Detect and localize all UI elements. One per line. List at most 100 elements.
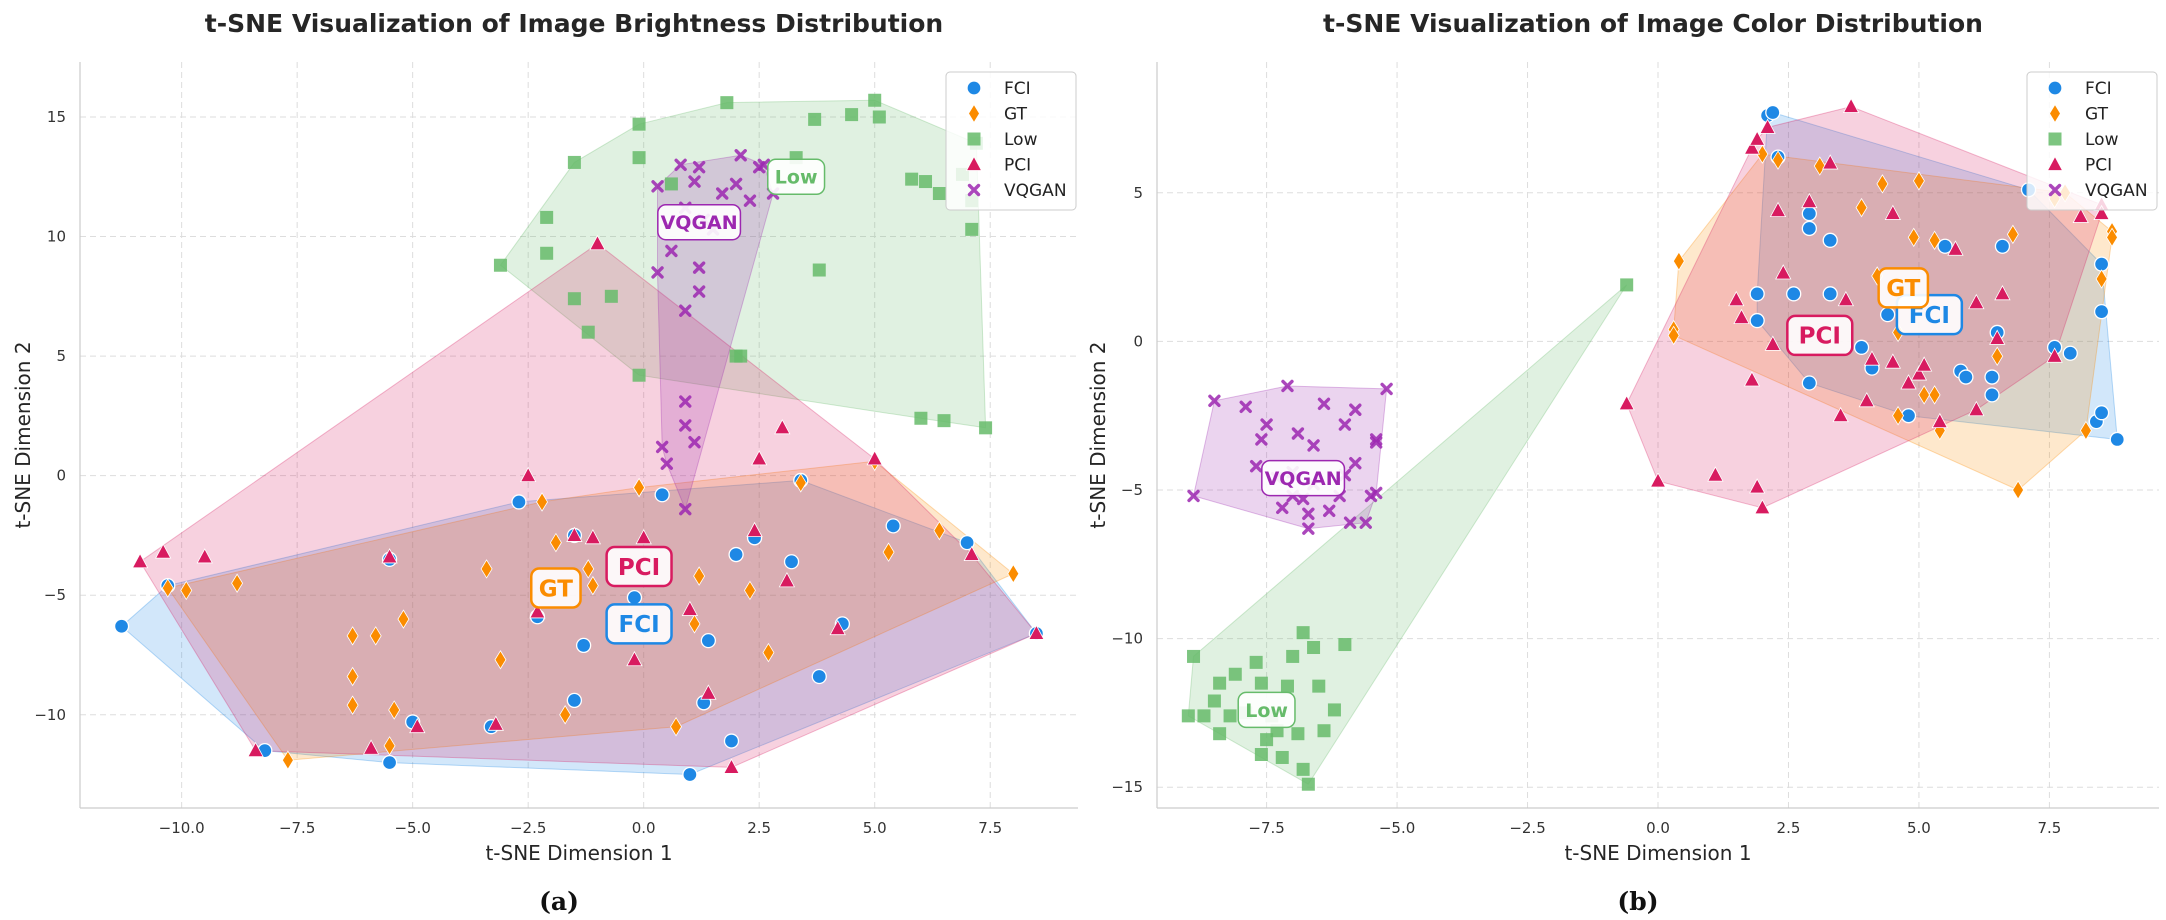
point-pci bbox=[154, 543, 172, 559]
point-pci bbox=[1743, 139, 1761, 155]
point-pci bbox=[247, 741, 264, 758]
cluster-label-fci: FCI bbox=[605, 603, 673, 645]
point-gt bbox=[1855, 197, 1868, 218]
legend-label: Low bbox=[2085, 130, 2119, 150]
point-vqgan bbox=[743, 194, 757, 207]
point-low bbox=[1296, 626, 1310, 640]
y-tick-label: −5 bbox=[1121, 481, 1143, 499]
y-tick-label: −10 bbox=[1111, 630, 1143, 648]
x-tick-label: 2.5 bbox=[1777, 819, 1801, 837]
point-gt bbox=[231, 573, 244, 594]
point-low bbox=[1338, 638, 1352, 652]
point-gt bbox=[1928, 385, 1941, 405]
point-vqgan bbox=[734, 149, 747, 162]
point-gt bbox=[161, 578, 174, 598]
x-tick-label: −10.0 bbox=[159, 819, 205, 837]
chart-a: FCI GT Low PCI VQGAN −10.0 −7.5 −5.0 −2.5 0.0 2.5 5… bbox=[11, 9, 1078, 916]
point-pci bbox=[1759, 118, 1776, 134]
point-vqgan bbox=[660, 457, 673, 470]
legend-item-pci: PCI bbox=[2046, 156, 2112, 176]
point-fci bbox=[381, 754, 398, 771]
point-vqgan bbox=[1323, 504, 1336, 517]
point-gt bbox=[1912, 171, 1925, 191]
legend-item-vqgan: VQGAN bbox=[2048, 181, 2148, 201]
point-low bbox=[581, 325, 595, 339]
point-pci bbox=[1649, 472, 1667, 488]
point-pci bbox=[409, 717, 426, 734]
point-low bbox=[1207, 694, 1221, 708]
point-low bbox=[1275, 750, 1289, 764]
point-low bbox=[632, 117, 646, 131]
legend-marker bbox=[2048, 183, 2062, 197]
x-axis-label: t-SNE Dimension 1 bbox=[1564, 841, 1751, 865]
cluster-label-box bbox=[1261, 459, 1346, 497]
cluster-label-box bbox=[1786, 314, 1854, 357]
legend: FCI GT Low PCI VQGAN bbox=[2026, 71, 2158, 211]
point-gt bbox=[1756, 144, 1769, 164]
point-pci bbox=[635, 528, 652, 545]
cluster-label-pci: PCI bbox=[605, 545, 673, 588]
point-gt bbox=[2012, 480, 2025, 500]
point-gt bbox=[559, 704, 572, 725]
cluster-label-low: Low bbox=[1237, 691, 1296, 729]
legend-item-fci: FCI bbox=[2047, 79, 2112, 99]
point-gt bbox=[1918, 385, 1931, 405]
point-pci bbox=[681, 600, 699, 616]
point-vqgan bbox=[651, 266, 664, 279]
y-tick-label: 5 bbox=[1133, 184, 1143, 202]
y-axis-label: t-SNE Dimension 2 bbox=[1086, 341, 1110, 528]
point-low bbox=[905, 172, 919, 186]
x-tick-label: −7.5 bbox=[1248, 819, 1284, 837]
legend-item-low: Low bbox=[967, 130, 1038, 150]
point-vqgan bbox=[757, 158, 771, 172]
point-gt bbox=[1007, 563, 1020, 584]
point-pci bbox=[1915, 356, 1933, 372]
point-vqgan bbox=[679, 395, 692, 408]
point-gt bbox=[670, 716, 682, 737]
point-low bbox=[845, 108, 859, 122]
point-low bbox=[493, 258, 507, 272]
point-vqgan bbox=[1369, 486, 1383, 500]
point-vqgan bbox=[1302, 507, 1315, 520]
point-pci bbox=[1754, 498, 1771, 515]
point-pci bbox=[487, 715, 505, 731]
cluster-hulls bbox=[1187, 106, 2118, 785]
point-vqgan bbox=[692, 161, 706, 174]
point-fci bbox=[1984, 369, 2000, 385]
point-gt bbox=[1813, 156, 1826, 176]
point-gt bbox=[693, 566, 706, 586]
point-low bbox=[1301, 777, 1315, 791]
point-vqgan bbox=[1281, 379, 1294, 393]
point-gt bbox=[688, 614, 701, 634]
cluster-label-text: PCI bbox=[618, 555, 660, 581]
point-fci bbox=[811, 668, 827, 685]
point-pci bbox=[1618, 394, 1635, 411]
cluster-label-box bbox=[657, 203, 742, 241]
point-pci bbox=[1769, 201, 1787, 218]
point-low bbox=[540, 246, 554, 260]
point-low bbox=[979, 421, 993, 435]
legend-label: FCI bbox=[2085, 79, 2112, 99]
point-vqgan bbox=[679, 419, 692, 432]
legend-label: FCI bbox=[1004, 79, 1031, 99]
y-tick-label: 0 bbox=[1133, 332, 1143, 350]
point-pci bbox=[1764, 335, 1781, 351]
point-vqgan bbox=[674, 158, 687, 172]
point-vqgan bbox=[1338, 418, 1352, 431]
point-pci bbox=[589, 234, 606, 251]
cluster-label-box bbox=[1237, 691, 1296, 729]
cluster-hulls bbox=[120, 99, 1038, 776]
legend-item-gt: GT bbox=[968, 103, 1028, 125]
point-gt bbox=[1991, 346, 2004, 367]
x-tick-label: 0.0 bbox=[1646, 819, 1670, 837]
cluster-label-low: Low bbox=[767, 158, 826, 196]
grid bbox=[80, 62, 1078, 808]
point-gt bbox=[180, 580, 193, 601]
point-gt bbox=[933, 520, 946, 541]
point-low bbox=[965, 222, 979, 236]
panel-label: (b) bbox=[1617, 887, 1658, 916]
point-gt bbox=[1928, 230, 1941, 251]
point-low bbox=[1317, 724, 1331, 738]
point-gt bbox=[2006, 224, 2019, 245]
